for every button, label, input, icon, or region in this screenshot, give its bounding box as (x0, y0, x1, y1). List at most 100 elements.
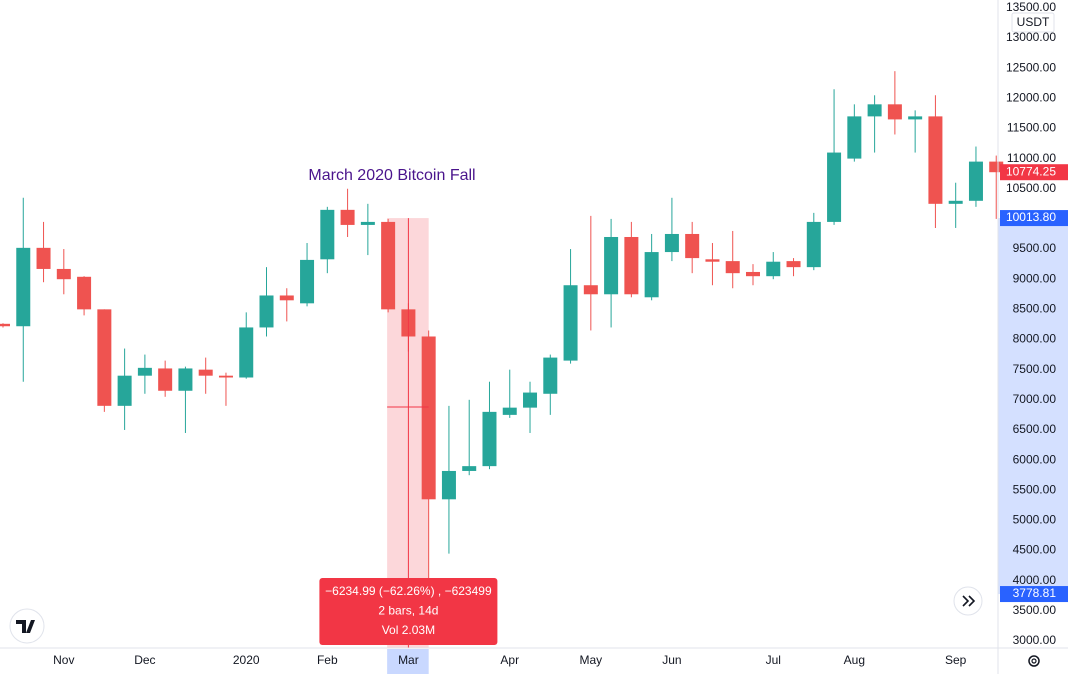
y-tick-label: 7500.00 (1013, 362, 1057, 376)
candle-body (543, 357, 558, 394)
candle-body (360, 221, 375, 225)
candle-body (705, 259, 720, 262)
y-tick-label: 13500.00 (1006, 0, 1056, 14)
candle-body (887, 104, 902, 120)
candle-body (563, 285, 578, 361)
candle-body (745, 271, 760, 277)
scroll-button[interactable] (953, 586, 983, 616)
candle-body (239, 327, 254, 378)
candle-body (198, 369, 213, 376)
x-tick-label: Jul (766, 653, 781, 667)
candle-body (117, 375, 132, 406)
measure-box (319, 578, 498, 645)
y-tick-label: 11000.00 (1007, 151, 1056, 165)
x-tick-label: Dec (134, 653, 155, 667)
price-label-box (1000, 586, 1068, 603)
candle-body (300, 259, 315, 304)
currency-label: USDT (1017, 15, 1050, 29)
logo (9, 608, 45, 644)
candle-body (482, 411, 497, 467)
candle-body (766, 261, 781, 277)
settings-button[interactable] (1028, 655, 1040, 667)
candle-body (381, 221, 396, 310)
marks-layer (0, 71, 1004, 593)
candle-body (948, 200, 963, 204)
y-tick-label: 13000.00 (1006, 30, 1056, 44)
price-label-box (1000, 164, 1068, 181)
candle-body (806, 221, 821, 268)
candle-body (664, 233, 679, 253)
y-tick-label: 8000.00 (1013, 332, 1057, 346)
candle-body (583, 285, 598, 295)
y-tick-label: 12000.00 (1006, 90, 1056, 104)
candle-body (16, 247, 31, 327)
candle-body (604, 236, 619, 295)
candle-body (989, 161, 1004, 173)
candle-body (56, 268, 71, 280)
y-tick-label: 8500.00 (1013, 302, 1057, 316)
candle-body (624, 236, 639, 295)
x-tick-label: Apr (500, 653, 519, 667)
measure-text: 2 bars, 14d (378, 604, 438, 618)
candle-body (97, 309, 112, 406)
y-tick-label: 3500.00 (1013, 603, 1057, 617)
candle-body (178, 368, 193, 391)
candle-body (827, 152, 842, 222)
measure-axis-range (998, 218, 1068, 595)
candle-body (340, 209, 355, 225)
candle-body (0, 323, 10, 327)
x-tick-label: Mar (398, 653, 419, 667)
y-tick-label: 9000.00 (1013, 271, 1057, 285)
y-tick-label: 12500.00 (1006, 60, 1056, 74)
y-tick-label: 4500.00 (1013, 543, 1057, 557)
y-tick-label: 5500.00 (1013, 482, 1057, 496)
candle-body (908, 116, 923, 120)
candle-body (259, 295, 274, 328)
price-label-box (1000, 210, 1068, 227)
price-label: 10013.80 (1006, 210, 1056, 224)
candle-body (523, 392, 538, 408)
candle-body (786, 261, 801, 268)
candle-body (462, 466, 477, 471)
candle-body (847, 116, 862, 159)
price-label: 10774.25 (1006, 164, 1056, 178)
y-tick-label: 6000.00 (1013, 452, 1057, 466)
x-tick-label: Nov (53, 653, 74, 667)
y-tick-label: 11500.00 (1007, 121, 1056, 135)
candle-body (158, 368, 173, 391)
candle-body (928, 116, 943, 204)
candle-body (441, 470, 456, 500)
y-tick-label: 10500.00 (1006, 181, 1056, 195)
candle-body (644, 252, 659, 298)
candle-body (867, 104, 882, 117)
candle-body (685, 233, 700, 259)
x-tick-label: Jun (662, 653, 681, 667)
currency-box (1011, 12, 1055, 33)
x-tick-label: May (579, 653, 602, 667)
x-tick-label: 2020 (233, 653, 260, 667)
overlay-layer: 3000.00 3500.00 4000.00 4500.00 5000.00 5500.… (53, 0, 1068, 667)
measure-text: −6234.99 (−62.26%) , −623499 (325, 584, 492, 598)
candle-body (218, 375, 233, 378)
annotation: March 2020 Bitcoin Fall (308, 167, 475, 184)
measure-time-range (387, 649, 429, 674)
candle-body (421, 336, 436, 500)
candle-body (968, 161, 983, 201)
measure-text: Vol 2.03M (382, 623, 435, 637)
y-tick-label: 9500.00 (1013, 241, 1057, 255)
candle-body (279, 295, 294, 301)
y-tick-label: 7000.00 (1013, 392, 1057, 406)
x-tick-label: Feb (317, 653, 338, 667)
candle-body (36, 247, 51, 269)
y-tick-label: 4000.00 (1013, 573, 1057, 587)
x-tick-label: Sep (945, 653, 967, 667)
candle-body (725, 261, 740, 274)
x-tick-label: Aug (844, 653, 865, 667)
candle-body (320, 209, 335, 260)
candle-body (502, 407, 517, 415)
y-tick-label: 5000.00 (1013, 513, 1057, 527)
candle-body (137, 367, 152, 376)
y-tick-label: 3000.00 (1013, 633, 1057, 647)
